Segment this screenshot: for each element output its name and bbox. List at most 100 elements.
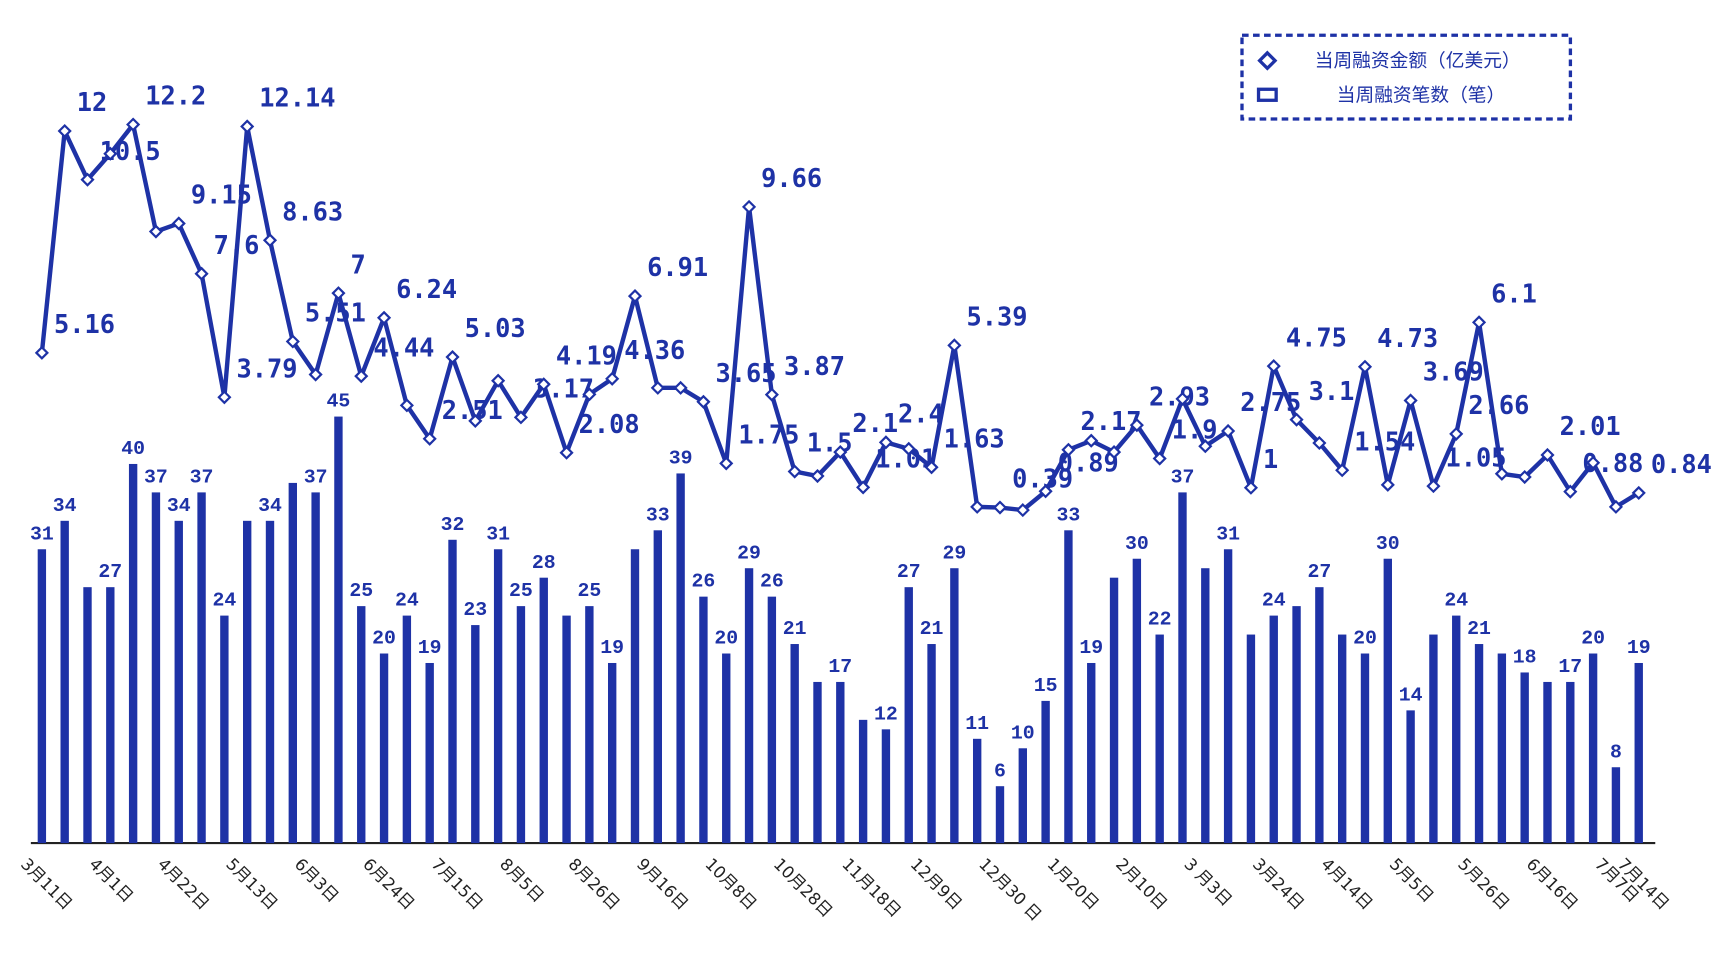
line-marker [1586, 455, 1601, 470]
bar [1497, 653, 1507, 844]
line-marker [878, 435, 893, 450]
line-marker [992, 500, 1008, 515]
bar-label: 34 [53, 494, 77, 517]
bar [972, 738, 982, 844]
line-marker [240, 119, 255, 134]
line-marker [285, 334, 300, 349]
x-tick-label: 12月30 日 [975, 854, 1045, 924]
line-marker [354, 369, 369, 384]
line-label: 2.17 [1081, 406, 1142, 436]
bar [448, 539, 457, 844]
bar [722, 653, 731, 844]
line-marker [1426, 479, 1441, 494]
line-marker [148, 224, 164, 239]
line-marker [194, 266, 209, 281]
x-tick-label: 5月26日 [1454, 854, 1513, 913]
bar-label: 8 [1610, 740, 1622, 763]
bar [927, 644, 936, 844]
line-label: 4.44 [373, 332, 434, 362]
bar-label: 20 [1353, 627, 1377, 650]
line-marker [1471, 315, 1487, 330]
bar [1223, 549, 1233, 844]
bar-label: 33 [1057, 503, 1081, 526]
bar [539, 577, 548, 844]
line-marker [308, 367, 323, 382]
line-marker [1631, 485, 1646, 500]
line-marker [1266, 359, 1281, 374]
line-marker [1084, 433, 1099, 448]
line-marker [582, 387, 597, 402]
line-label: 4.19 [556, 340, 617, 370]
x-tick-label: 10月28日 [770, 854, 837, 921]
bar [1155, 634, 1164, 844]
bar [220, 615, 229, 844]
line-label: 2.08 [579, 409, 640, 439]
line-label: 5.39 [966, 302, 1027, 332]
bar [1018, 748, 1027, 844]
bar-label: 20 [714, 627, 738, 650]
bar [311, 492, 320, 844]
bar-label: 6 [994, 759, 1006, 782]
legend: 当周融资金额（亿美元） 当周融资笔数（笔） [1240, 33, 1573, 121]
line-marker [1129, 418, 1144, 433]
line-label: 1.05 [1446, 442, 1507, 472]
line-label: 6.24 [396, 274, 457, 304]
bar-label: 25 [509, 579, 533, 602]
x-tick-label: 3月11日 [17, 854, 76, 913]
bar-label: 37 [144, 465, 168, 488]
line-label: 1.75 [738, 420, 799, 450]
bar-label: 23 [463, 598, 487, 621]
line-marker [1015, 503, 1030, 518]
line-marker [34, 345, 49, 360]
bar [493, 549, 503, 844]
bar [1452, 615, 1461, 844]
x-tick-label: 3 月3日 [1180, 854, 1235, 909]
line-marker [103, 146, 118, 161]
bar-label: 20 [372, 627, 396, 650]
x-tick-label: 8月5日 [496, 854, 548, 906]
bar-label: 22 [1148, 608, 1172, 631]
line-marker [262, 233, 278, 248]
x-tick-label: 9月16日 [633, 854, 692, 913]
bar [1201, 568, 1210, 844]
bar-label: 31 [30, 522, 54, 545]
line-marker [399, 398, 414, 413]
bar [653, 530, 662, 844]
bar [1064, 530, 1073, 844]
line-marker [217, 390, 232, 405]
bar [1383, 558, 1392, 844]
bar-label: 28 [532, 551, 556, 574]
bar [379, 653, 389, 844]
line-marker [536, 377, 551, 392]
line-marker [696, 394, 711, 409]
bar-label: 21 [920, 617, 944, 640]
line-label: 5.51 [305, 298, 366, 328]
bar-label: 21 [783, 617, 807, 640]
x-tick-label: 12月9日 [907, 854, 966, 913]
bar [1041, 700, 1050, 844]
bar-label: 24 [1262, 589, 1286, 612]
line-marker [787, 464, 802, 479]
bar-label: 19 [600, 636, 624, 659]
line-marker [947, 338, 962, 353]
line-label: 1.9 [1172, 415, 1218, 445]
line-marker [1403, 393, 1418, 408]
bar [699, 596, 708, 844]
line-marker [719, 456, 734, 471]
bar [1520, 672, 1529, 844]
x-tick-label: 10月8日 [701, 854, 760, 913]
bar [402, 615, 412, 844]
line-marker [376, 310, 392, 325]
line-label: 3.87 [784, 351, 845, 381]
x-tick-label: 6月16日 [1523, 854, 1582, 913]
bar [607, 662, 617, 844]
bar [676, 473, 685, 844]
bar [767, 596, 777, 844]
bar-label: 14 [1399, 683, 1423, 706]
bar [1246, 634, 1256, 844]
bar [243, 520, 252, 844]
line-label: 1.54 [1354, 426, 1415, 456]
bar [1360, 653, 1370, 844]
bar [1474, 644, 1484, 844]
